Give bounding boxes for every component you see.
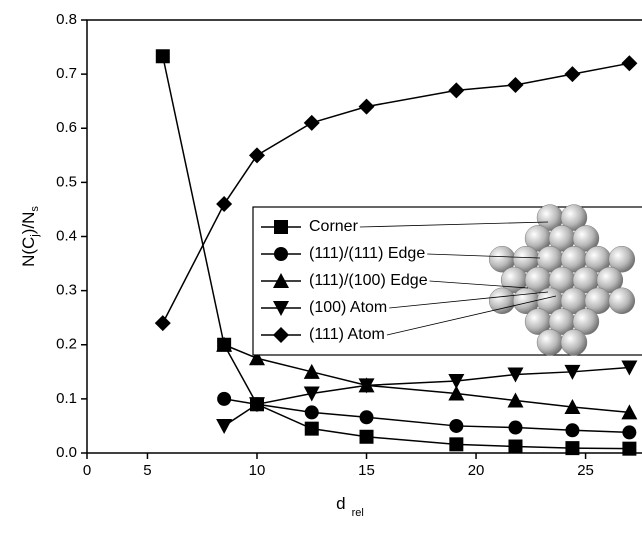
y-label-part: N(C [19, 237, 38, 267]
marker [274, 220, 288, 234]
y-tick-label: 0.2 [56, 336, 77, 353]
legend-leader [359, 221, 549, 228]
marker [303, 386, 320, 402]
marker [217, 391, 232, 406]
sphere [488, 287, 516, 315]
y-label-part: )/N [19, 212, 38, 235]
x-tick-label: 20 [468, 462, 485, 479]
marker [248, 147, 265, 164]
marker [507, 392, 524, 408]
marker [622, 425, 637, 440]
marker [248, 350, 265, 366]
marker [304, 421, 319, 436]
marker [621, 55, 638, 72]
marker [248, 397, 265, 413]
marker [508, 439, 523, 454]
marker [155, 49, 170, 64]
marker [564, 66, 581, 83]
y-tick-label: 0.3 [56, 282, 77, 299]
marker [621, 404, 638, 420]
marker [274, 247, 288, 261]
legend-leader [386, 295, 557, 336]
x-tick-label: 25 [577, 462, 594, 479]
x-tick-label: 0 [83, 462, 91, 479]
series-line [223, 366, 630, 427]
x-label-part: d [336, 494, 345, 513]
marker [621, 360, 638, 376]
y-label-part: j [29, 234, 41, 237]
marker [508, 420, 523, 435]
y-axis-label: N(Cj)/Ns [19, 206, 40, 267]
legend-label: Corner [309, 218, 359, 235]
marker [216, 196, 233, 213]
x-tick-label: 5 [143, 462, 151, 479]
sphere [572, 225, 600, 252]
y-tick-label: 0.7 [56, 65, 77, 82]
y-tick-label: 0.4 [56, 227, 77, 244]
legend-label: (111)/(111) Edge [309, 245, 425, 262]
legend-leader [427, 253, 541, 259]
marker [449, 418, 464, 433]
marker [358, 378, 375, 394]
x-label-part: rel [352, 507, 364, 519]
x-tick-label: 15 [358, 462, 375, 479]
legend-label: (111) Atom [309, 326, 385, 343]
series-line [223, 344, 630, 414]
marker [565, 441, 580, 456]
marker [358, 98, 375, 115]
sphere [572, 308, 600, 335]
marker [448, 82, 465, 99]
marker [449, 437, 464, 452]
sphere [608, 287, 636, 315]
marker [564, 398, 581, 414]
series-line [224, 398, 630, 434]
marker [622, 441, 637, 456]
marker [359, 429, 374, 444]
marker [304, 405, 319, 420]
marker [216, 336, 233, 352]
sphere [596, 266, 624, 294]
marker [448, 385, 465, 401]
marker [359, 410, 374, 425]
marker [507, 367, 524, 383]
marker [448, 374, 465, 390]
x-tick-label: 10 [249, 462, 266, 479]
marker [303, 114, 320, 131]
legend-leader [429, 280, 529, 289]
sphere [560, 329, 588, 356]
marker [273, 327, 289, 343]
marker [564, 364, 581, 380]
marker [507, 76, 524, 93]
legend-label: (100) Atom [309, 299, 387, 316]
y-tick-label: 0.1 [56, 390, 77, 407]
marker [303, 363, 320, 379]
legend-leader [389, 291, 549, 309]
y-tick-label: 0.0 [56, 444, 77, 461]
marker [565, 423, 580, 438]
sphere [536, 329, 564, 356]
legend-label: (111)/(100) Edge [309, 272, 428, 289]
y-tick-label: 0.5 [56, 173, 77, 190]
y-label-part: s [29, 206, 41, 212]
sphere [560, 204, 588, 231]
marker [273, 301, 289, 316]
x-axis-label: d rel [336, 494, 364, 518]
marker [216, 418, 233, 434]
y-tick-label: 0.8 [56, 11, 77, 28]
marker [273, 273, 289, 288]
y-tick-label: 0.6 [56, 119, 77, 136]
marker [154, 315, 171, 332]
sphere [608, 245, 636, 273]
